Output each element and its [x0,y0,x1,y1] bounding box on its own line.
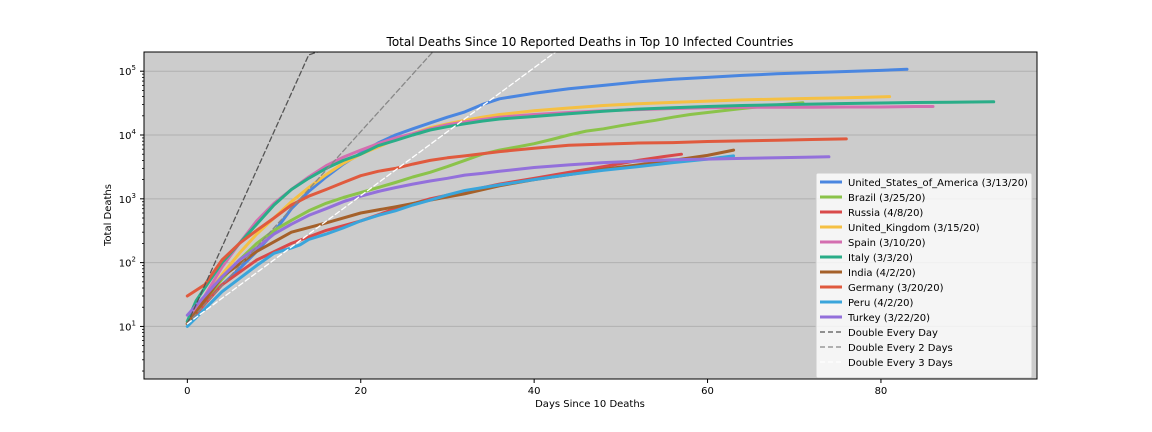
series-line-9 [185,155,831,317]
x-tick-label: 40 [528,386,541,397]
legend-label: Germany (3/20/20) [848,283,944,294]
series-line-1 [185,101,805,326]
plot-frame [143,51,1038,380]
legend-label: United_Kingdom (3/15/20) [848,223,980,234]
legend-label: Peru (4/2/20) [848,298,914,309]
x-tick-label: 80 [875,386,888,397]
x-tick-label: 0 [184,386,190,397]
y-tick-label: 101 [119,319,136,333]
series-layer [185,52,996,328]
legend-box [815,172,1033,379]
x-tick-label: 60 [701,386,714,397]
legend-label: United_States_of_America (3/13/20) [848,178,1028,189]
legend-label: Double Every Day [848,328,938,339]
y-axis-label: Total Deaths [103,184,114,247]
legend: United_States_of_America (3/13/20) Brazil… [815,172,1033,379]
series-line-6 [185,148,736,326]
series-line-5 [185,100,996,323]
legend-label: Spain (3/10/20) [848,238,926,249]
legend-label: Brazil (3/25/20) [848,193,926,204]
x-axis-label: Days Since 10 Deaths [535,399,645,410]
legend-label: Italy (3/3/20) [848,253,913,264]
y-tick-label: 105 [119,64,136,78]
y-tick-label: 103 [119,192,136,206]
series-line-11 [186,52,434,325]
legend-label: Turkey (3/22/20) [847,313,930,324]
x-axis: 0 20 40 60 80 [184,379,887,397]
x-tick-label: 20 [354,386,367,397]
legend-label: Russia (4/8/20) [848,208,923,219]
series-line-8 [185,154,736,328]
chart-title: Total Deaths Since 10 Reported Deaths in… [386,35,794,49]
series-line-7 [185,137,848,298]
legend-label: India (4/2/20) [848,268,916,279]
legend-label: Double Every 2 Days [848,343,953,354]
y-axis: 101 102 103 104 105 [119,64,144,372]
legend-label: Double Every 3 Days [848,358,953,369]
y-tick-label: 102 [119,256,136,270]
series-line-10 [186,52,319,325]
y-tick-label: 104 [119,128,137,142]
series-line-12 [186,52,557,325]
